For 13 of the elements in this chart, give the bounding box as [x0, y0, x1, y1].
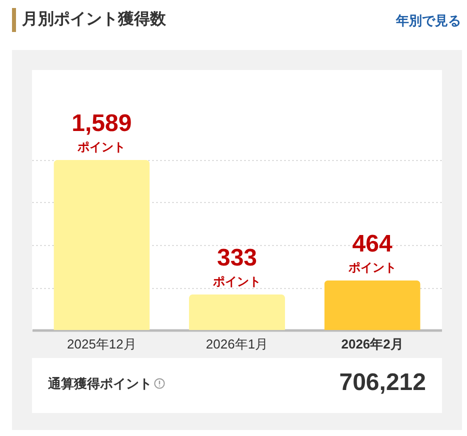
annotation: ポイント — [347, 260, 396, 274]
annotation: ポイント — [212, 274, 261, 288]
annotation: ポイント — [76, 140, 126, 154]
x-tick-label: 2026年2月 — [341, 336, 404, 352]
data-label: 1,589 — [72, 110, 132, 137]
x-tick-label: 2025年12月 — [66, 336, 136, 352]
data-label: 333 — [216, 244, 258, 272]
text: 通算獲得ポイント — [48, 375, 152, 393]
text: 706,212 — [339, 368, 426, 398]
text: 年別で見る — [396, 12, 461, 30]
chart-title: 月別ポイント獲得数 — [22, 10, 166, 30]
data-label: 464 — [352, 230, 393, 258]
x-tick-label: 2026年1月 — [206, 336, 268, 352]
